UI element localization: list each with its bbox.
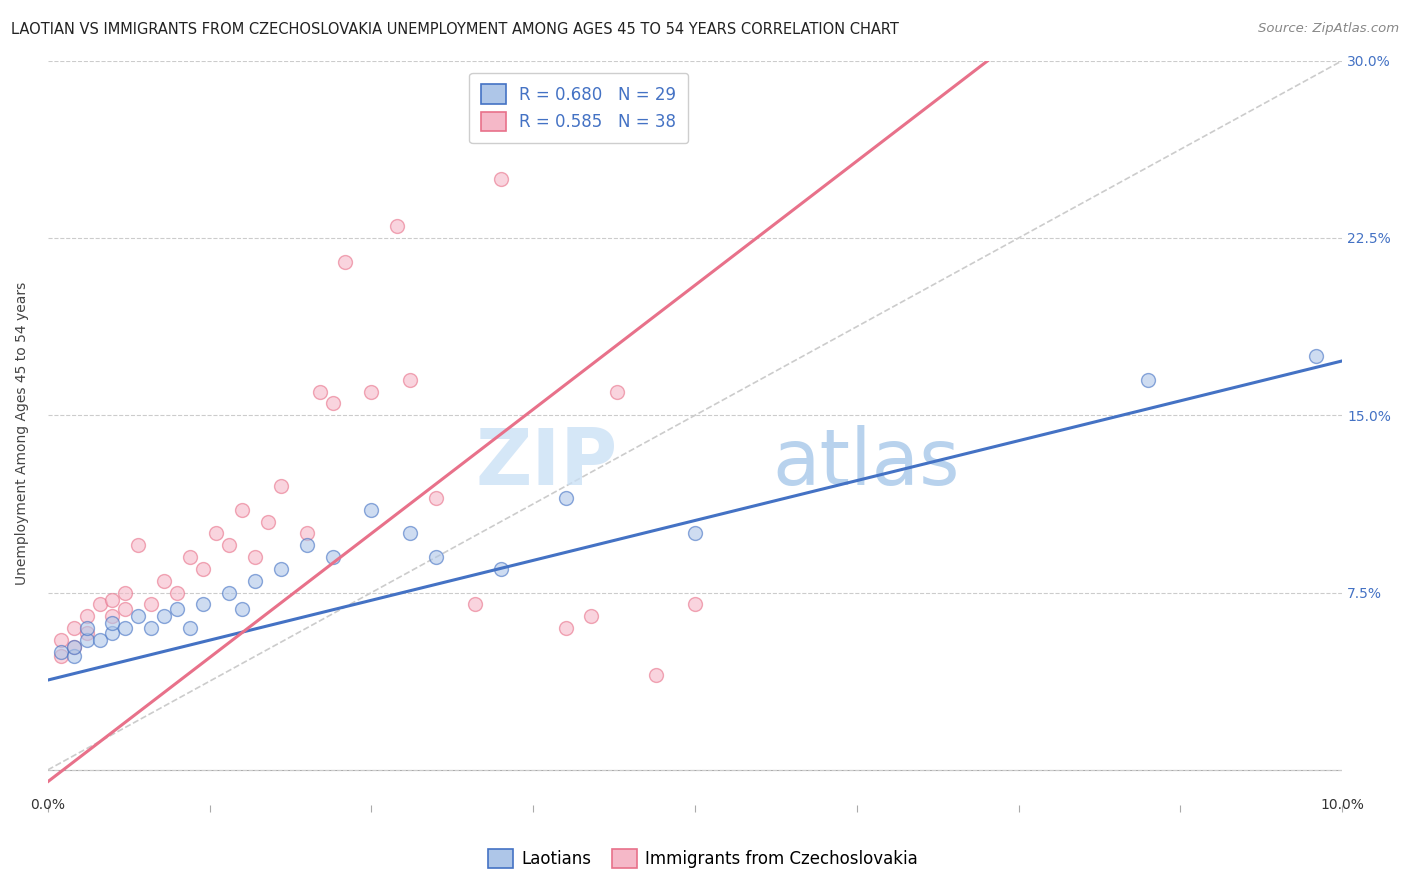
- Point: [425, 491, 447, 505]
- Point: [114, 621, 136, 635]
- Point: [101, 625, 124, 640]
- Point: [295, 538, 318, 552]
- Text: ZIP: ZIP: [475, 425, 617, 500]
- Point: [101, 609, 124, 624]
- Point: [606, 384, 628, 399]
- Point: [387, 219, 409, 234]
- Point: [308, 384, 330, 399]
- Point: [166, 602, 188, 616]
- Point: [218, 585, 240, 599]
- Point: [153, 574, 176, 588]
- Point: [76, 625, 98, 640]
- Point: [645, 668, 668, 682]
- Point: [581, 609, 603, 624]
- Point: [191, 598, 214, 612]
- Point: [295, 526, 318, 541]
- Text: LAOTIAN VS IMMIGRANTS FROM CZECHOSLOVAKIA UNEMPLOYMENT AMONG AGES 45 TO 54 YEARS: LAOTIAN VS IMMIGRANTS FROM CZECHOSLOVAKI…: [11, 22, 898, 37]
- Text: Source: ZipAtlas.com: Source: ZipAtlas.com: [1258, 22, 1399, 36]
- Point: [683, 526, 706, 541]
- Point: [243, 550, 266, 565]
- Point: [62, 640, 84, 654]
- Text: 10.0%: 10.0%: [1320, 797, 1364, 812]
- Point: [114, 585, 136, 599]
- Point: [141, 621, 163, 635]
- Point: [399, 526, 422, 541]
- Point: [205, 526, 228, 541]
- Point: [322, 550, 344, 565]
- Point: [62, 621, 84, 635]
- Point: [49, 645, 72, 659]
- Point: [243, 574, 266, 588]
- Point: [89, 632, 111, 647]
- Point: [335, 254, 357, 268]
- Point: [270, 479, 292, 493]
- Point: [76, 632, 98, 647]
- Point: [322, 396, 344, 410]
- Point: [153, 609, 176, 624]
- Point: [1137, 373, 1160, 387]
- Point: [425, 550, 447, 565]
- Point: [489, 562, 512, 576]
- Point: [179, 550, 201, 565]
- Text: 0.0%: 0.0%: [31, 797, 65, 812]
- Point: [360, 384, 382, 399]
- Point: [49, 649, 72, 664]
- Point: [127, 538, 149, 552]
- Point: [76, 621, 98, 635]
- Point: [76, 609, 98, 624]
- Point: [256, 515, 278, 529]
- Point: [231, 503, 253, 517]
- Point: [166, 585, 188, 599]
- Point: [218, 538, 240, 552]
- Point: [1305, 349, 1327, 363]
- Point: [489, 172, 512, 186]
- Point: [464, 598, 486, 612]
- Point: [191, 562, 214, 576]
- Point: [141, 598, 163, 612]
- Y-axis label: Unemployment Among Ages 45 to 54 years: Unemployment Among Ages 45 to 54 years: [15, 281, 30, 584]
- Point: [231, 602, 253, 616]
- Point: [270, 562, 292, 576]
- Point: [179, 621, 201, 635]
- Point: [554, 491, 576, 505]
- Point: [101, 616, 124, 631]
- Point: [127, 609, 149, 624]
- Text: atlas: atlas: [773, 425, 960, 500]
- Point: [89, 598, 111, 612]
- Point: [399, 373, 422, 387]
- Point: [114, 602, 136, 616]
- Legend: R = 0.680   N = 29, R = 0.585   N = 38: R = 0.680 N = 29, R = 0.585 N = 38: [470, 72, 688, 143]
- Point: [683, 598, 706, 612]
- Point: [554, 621, 576, 635]
- Point: [49, 632, 72, 647]
- Legend: Laotians, Immigrants from Czechoslovakia: Laotians, Immigrants from Czechoslovakia: [482, 842, 924, 875]
- Point: [101, 592, 124, 607]
- Point: [360, 503, 382, 517]
- Point: [62, 649, 84, 664]
- Point: [62, 640, 84, 654]
